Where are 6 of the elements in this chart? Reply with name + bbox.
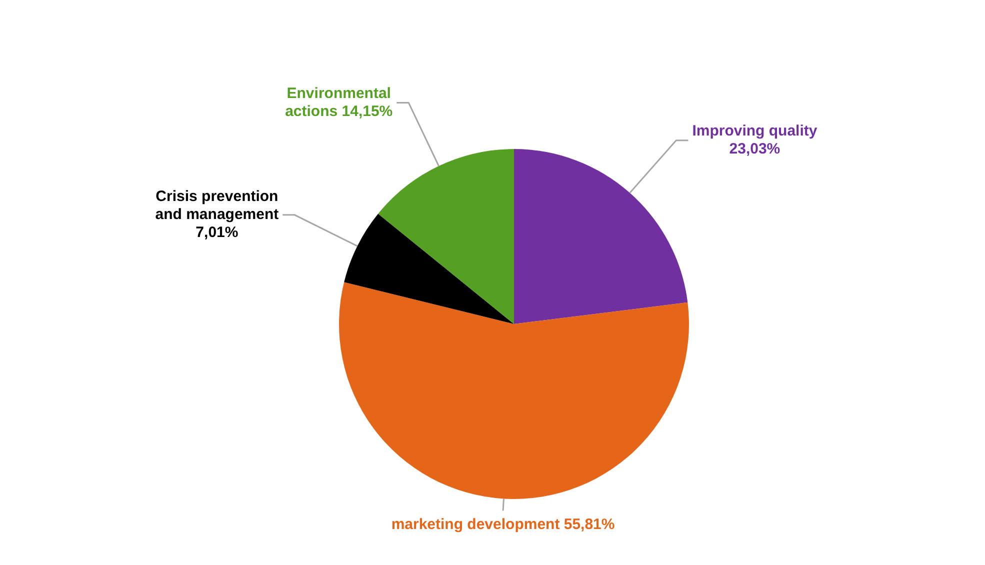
slice-label: marketing development 55,81% <box>391 516 615 533</box>
slice-label: Crisis prevention and management <box>155 188 279 224</box>
data-label: 23,03% <box>729 140 780 158</box>
slice-label: Improving quality <box>692 122 818 140</box>
data-label: 7,01% <box>196 224 238 242</box>
slice-label: Environmental actions 14,15% <box>285 84 393 120</box>
